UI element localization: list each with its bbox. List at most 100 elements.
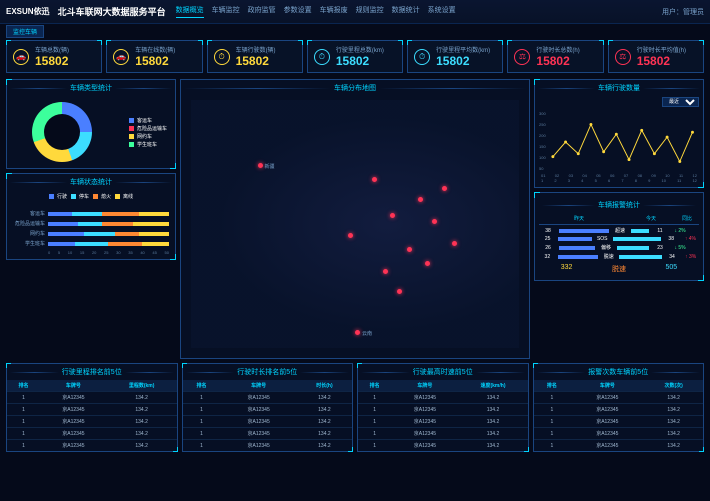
table-row[interactable]: 1京A12345134.2 xyxy=(183,440,353,452)
bar-row: 危险品运输车 xyxy=(13,220,169,227)
line-svg xyxy=(548,111,699,173)
period-select[interactable]: 最近 xyxy=(662,97,699,107)
table-row[interactable]: 1京A12345134.2 xyxy=(7,392,177,404)
legend-item: 网约车 xyxy=(129,133,167,140)
stat-card: ⏱ 车辆行驶数(辆) 15802 xyxy=(207,40,303,73)
alert-row: 38 超速 11 ↓ 2% xyxy=(539,227,699,234)
stat-label: 行驶里程平均数(km) xyxy=(436,45,490,54)
table-row[interactable]: 1京A12345134.2 xyxy=(534,416,704,428)
header: EXSUN依迅 北斗车联网大数据服务平台 数据概览车辆监控政府监管参数设置车辆报… xyxy=(0,0,710,24)
stat-value: 15802 xyxy=(536,54,579,68)
legend-item: 客运车 xyxy=(129,117,167,124)
table-row[interactable]: 1京A12345134.2 xyxy=(358,404,528,416)
map-marker[interactable] xyxy=(407,247,412,252)
line-chart: 30025020015010050 0102030405060708091011… xyxy=(535,107,703,187)
map-marker[interactable] xyxy=(418,197,423,202)
nav-item[interactable]: 车辆监控 xyxy=(212,5,240,18)
alert-row: 32 脱速 34 ↑ 3% xyxy=(539,253,699,260)
stat-label: 车辆在线数(辆) xyxy=(135,45,175,54)
stat-icon: 🚗 xyxy=(113,49,129,65)
stat-icon: 🚗 xyxy=(13,49,29,65)
nav-item[interactable]: 数据统计 xyxy=(392,5,420,18)
bar-row: 网约车 xyxy=(13,230,169,237)
table-row[interactable]: 1京A12345134.2 xyxy=(534,404,704,416)
stat-card: ⏱ 行驶里程平均数(km) 15802 xyxy=(407,40,503,73)
rank-table: 排名车牌号次数(次) 1京A12345134.21京A12345134.21京A… xyxy=(534,380,704,451)
alert-panel: 车辆报警统计 昨天 今天 同比 38 超速 11 ↓ 2% 25 SOS 38 … xyxy=(534,192,704,281)
rank-table-panel: 报警次数车辆前5位 排名车牌号次数(次) 1京A12345134.21京A123… xyxy=(533,363,705,452)
stat-label: 行驶时长总数(h) xyxy=(536,45,579,54)
monitor-button[interactable]: 监控车辆 xyxy=(6,25,44,38)
legend-item: 行驶 xyxy=(49,193,67,200)
rank-table-panel: 行驶最高时速前5位 排名车牌号速度(km/h) 1京A12345134.21京A… xyxy=(357,363,529,452)
table-row[interactable]: 1京A12345134.2 xyxy=(7,428,177,440)
alert-row: 25 SOS 38 ↑ 4% xyxy=(539,236,699,242)
stat-card: ⚖ 行驶时长总数(h) 15802 xyxy=(507,40,603,73)
donut-chart xyxy=(32,102,92,162)
panel-title: 车辆分布地图 xyxy=(334,83,376,93)
rank-table-panel: 行驶时长排名前5位 排名车牌号时长(h) 1京A12345134.21京A123… xyxy=(182,363,354,452)
legend-item: 熄火 xyxy=(93,193,111,200)
legend-item: 学生班车 xyxy=(129,141,167,148)
map-marker[interactable] xyxy=(383,269,388,274)
stat-value: 15802 xyxy=(236,54,276,68)
stat-value: 15802 xyxy=(135,54,175,68)
map-marker[interactable] xyxy=(432,219,437,224)
nav-item[interactable]: 系统设置 xyxy=(428,5,456,18)
map-panel[interactable]: 车辆分布地图 新疆云南 xyxy=(180,79,530,359)
panel-title: 车辆状态统计 xyxy=(70,177,112,187)
stat-card: 🚗 车辆总数(辆) 15802 xyxy=(6,40,102,73)
rank-table-panel: 行驶里程排名前5位 排名车牌号里程数(km) 1京A12345134.21京A1… xyxy=(6,363,178,452)
stat-icon: ⚖ xyxy=(615,49,631,65)
table-row[interactable]: 1京A12345134.2 xyxy=(358,428,528,440)
rank-table: 排名车牌号时长(h) 1京A12345134.21京A12345134.21京A… xyxy=(183,380,353,451)
stat-card: ⏱ 行驶里程总数(km) 15802 xyxy=(307,40,403,73)
vehicle-status-panel: 车辆状态统计 行驶停车熄火离线 客运车 危险品运输车 网约车 学生班车 0510… xyxy=(6,173,176,260)
nav-item[interactable]: 规则监控 xyxy=(356,5,384,18)
map-marker[interactable] xyxy=(348,233,353,238)
panel-title: 车辆报警统计 xyxy=(598,200,640,210)
nav-item[interactable]: 政府监管 xyxy=(248,5,276,18)
bar-row: 学生班车 xyxy=(13,240,169,247)
main-grid: 车辆类型统计 客运车危险品运输车网约车学生班车 车辆状态统计 行驶停车熄火离线 … xyxy=(0,75,710,363)
table-row[interactable]: 1京A12345134.2 xyxy=(7,416,177,428)
user-info: 用户：管理员 xyxy=(662,7,704,17)
table-row[interactable]: 1京A12345134.2 xyxy=(534,428,704,440)
table-row[interactable]: 1京A12345134.2 xyxy=(534,392,704,404)
bar-legend: 行驶停车熄火离线 xyxy=(7,190,175,203)
nav-item[interactable]: 车辆报废 xyxy=(320,5,348,18)
panel-title: 行驶里程排名前5位 xyxy=(62,367,122,377)
map-marker[interactable] xyxy=(425,261,430,266)
donut-legend: 客运车危险品运输车网约车学生班车 xyxy=(121,114,175,151)
stat-label: 车辆行驶数(辆) xyxy=(236,45,276,54)
stat-value: 15802 xyxy=(336,54,384,68)
table-row[interactable]: 1京A12345134.2 xyxy=(7,404,177,416)
stat-label: 行驶时长平均值(h) xyxy=(637,45,686,54)
table-row[interactable]: 1京A12345134.2 xyxy=(7,440,177,452)
table-row[interactable]: 1京A12345134.2 xyxy=(183,392,353,404)
legend-item: 停车 xyxy=(71,193,89,200)
bar-row: 客运车 xyxy=(13,210,169,217)
map-bg xyxy=(191,100,519,348)
legend-item: 危险品运输车 xyxy=(129,125,167,132)
stat-label: 行驶里程总数(km) xyxy=(336,45,384,54)
map-marker[interactable] xyxy=(442,186,447,191)
alert-row: 26 偏移 23 ↓ 5% xyxy=(539,244,699,251)
table-row[interactable]: 1京A12345134.2 xyxy=(358,392,528,404)
tables-row: 行驶里程排名前5位 排名车牌号里程数(km) 1京A12345134.21京A1… xyxy=(0,363,710,456)
nav-item[interactable]: 参数设置 xyxy=(284,5,312,18)
stat-icon: ⚖ xyxy=(514,49,530,65)
map-marker[interactable] xyxy=(397,289,402,294)
table-row[interactable]: 1京A12345134.2 xyxy=(534,440,704,452)
table-row[interactable]: 1京A12345134.2 xyxy=(358,440,528,452)
table-row[interactable]: 1京A12345134.2 xyxy=(183,416,353,428)
nav: 数据概览车辆监控政府监管参数设置车辆报废规则监控数据统计系统设置 xyxy=(176,5,456,18)
stat-icon: ⏱ xyxy=(214,49,230,65)
table-row[interactable]: 1京A12345134.2 xyxy=(183,404,353,416)
panel-title: 车辆类型统计 xyxy=(70,83,112,93)
stat-value: 15802 xyxy=(637,54,686,68)
table-row[interactable]: 1京A12345134.2 xyxy=(183,428,353,440)
table-row[interactable]: 1京A12345134.2 xyxy=(358,416,528,428)
panel-title: 车辆行驶数量 xyxy=(598,83,640,93)
nav-item[interactable]: 数据概览 xyxy=(176,5,204,18)
